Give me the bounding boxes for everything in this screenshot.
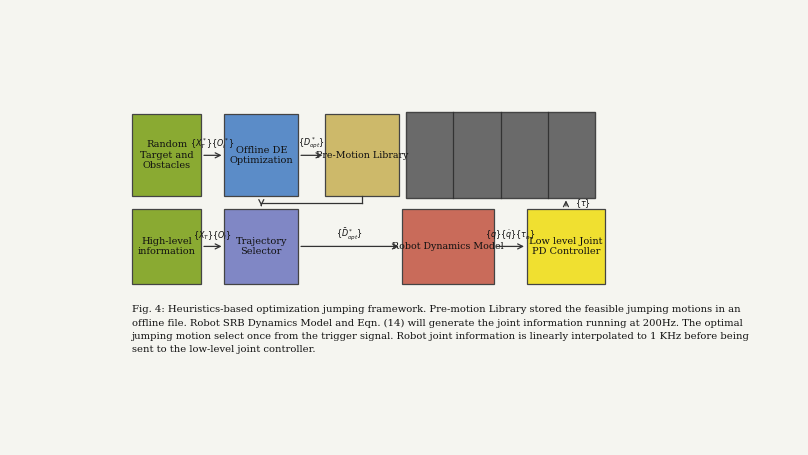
Text: High-level
information: High-level information [138,237,196,256]
Text: $\{X^*_T\}\{O^*_i\}$: $\{X^*_T\}\{O^*_i\}$ [190,136,235,151]
Text: $\{D^*_{opt}\}$: $\{D^*_{opt}\}$ [298,136,325,151]
Text: Low level Joint
PD Controller: Low level Joint PD Controller [529,237,603,256]
FancyBboxPatch shape [133,114,201,197]
Text: $\{q\}\{\dot{q}\}\{\tau_n\}$: $\{q\}\{\dot{q}\}\{\tau_n\}$ [486,228,536,242]
FancyBboxPatch shape [402,209,494,284]
Text: Trajectory
Selector: Trajectory Selector [236,237,287,256]
Text: $\{X_T\}\{O_i\}$: $\{X_T\}\{O_i\}$ [193,229,232,242]
FancyBboxPatch shape [406,112,595,197]
Text: $\{\bar{D}^*_{opt}\}$: $\{\bar{D}^*_{opt}\}$ [336,226,364,242]
Text: Random
Target and
Obstacles: Random Target and Obstacles [140,141,194,170]
FancyBboxPatch shape [527,209,605,284]
Text: $\{\tau\}$: $\{\tau\}$ [575,197,591,209]
Text: Robot Dynamics Model: Robot Dynamics Model [392,242,504,251]
FancyBboxPatch shape [133,209,201,284]
FancyBboxPatch shape [225,209,298,284]
Text: Pre-Motion Library: Pre-Motion Library [316,151,408,160]
Text: Fig. 4: Heuristics-based optimization jumping framework. Pre-motion Library stor: Fig. 4: Heuristics-based optimization ju… [133,305,750,354]
FancyBboxPatch shape [325,114,399,197]
Text: Offline DE
Optimization: Offline DE Optimization [229,146,293,165]
FancyBboxPatch shape [225,114,298,197]
